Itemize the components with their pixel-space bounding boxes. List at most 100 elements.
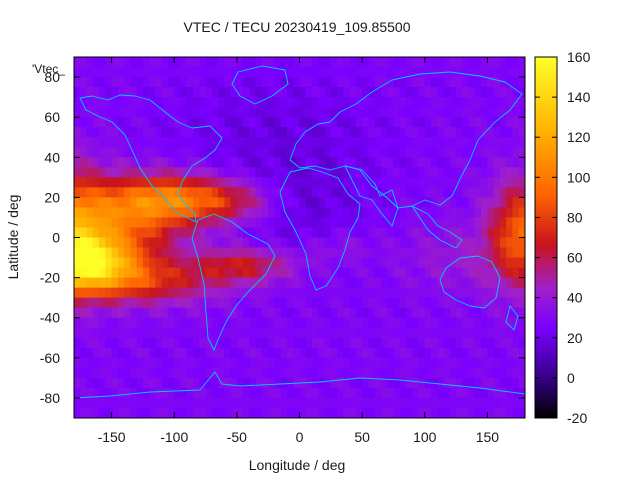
heatmap-cell <box>393 227 401 239</box>
heatmap-cell <box>199 407 207 418</box>
heatmap-cell <box>449 367 457 379</box>
heatmap-cell <box>105 367 113 379</box>
heatmap-cell <box>167 137 175 148</box>
heatmap-cell <box>456 87 463 98</box>
heatmap-cell <box>337 337 344 349</box>
heatmap-cell <box>117 367 125 379</box>
heatmap-cell <box>186 347 194 359</box>
heatmap-cell <box>218 217 225 229</box>
heatmap-cell <box>211 107 219 118</box>
heatmap-cell <box>493 297 501 309</box>
heatmap-cell <box>312 297 319 309</box>
heatmap-cell <box>387 127 395 138</box>
heatmap-cell <box>230 127 238 138</box>
heatmap-cell <box>330 87 338 98</box>
heatmap-cell <box>468 397 476 409</box>
heatmap-cell <box>224 87 232 98</box>
heatmap-cell <box>443 307 451 319</box>
heatmap-cell <box>362 127 369 138</box>
heatmap-cell <box>318 177 326 188</box>
heatmap-cell <box>255 367 263 379</box>
heatmap-cell <box>136 307 144 319</box>
heatmap-cell <box>349 397 357 409</box>
heatmap-cell <box>487 137 495 148</box>
heatmap-cell <box>218 197 225 209</box>
heatmap-cell <box>424 127 432 138</box>
heatmap-cell <box>236 97 244 108</box>
heatmap-cell <box>481 217 489 229</box>
heatmap-cell <box>99 297 106 309</box>
heatmap-cell <box>280 307 288 319</box>
heatmap-cell <box>99 237 106 249</box>
heatmap-cell <box>368 387 376 399</box>
heatmap-cell <box>280 237 288 249</box>
heatmap-cell <box>211 347 219 359</box>
heatmap-cell <box>487 87 495 98</box>
heatmap-cell <box>305 287 313 299</box>
heatmap-cell <box>368 127 376 138</box>
heatmap-cell <box>299 227 307 239</box>
heatmap-cell <box>449 347 457 359</box>
heatmap-cell <box>474 347 482 359</box>
heatmap-cell <box>205 237 213 249</box>
heatmap-cell <box>312 227 319 239</box>
heatmap-cell <box>518 177 525 188</box>
heatmap-cell <box>99 217 106 229</box>
heatmap-cell <box>186 317 194 329</box>
heatmap-cell <box>305 337 313 349</box>
heatmap-cell <box>92 207 100 219</box>
heatmap-cell <box>130 327 138 339</box>
heatmap-cell <box>324 227 332 239</box>
heatmap-cell <box>268 177 276 188</box>
heatmap-cell <box>199 327 207 339</box>
heatmap-cell <box>437 107 445 118</box>
heatmap-cell <box>130 57 138 68</box>
heatmap-cell <box>243 217 250 229</box>
heatmap-cell <box>74 287 81 299</box>
heatmap-cell <box>399 307 407 319</box>
heatmap-cell <box>362 317 369 329</box>
heatmap-cell <box>305 97 313 108</box>
heatmap-cell <box>167 327 175 339</box>
heatmap-cell <box>268 167 276 178</box>
heatmap-cell <box>261 167 269 178</box>
heatmap-cell <box>274 207 282 219</box>
heatmap-cell <box>412 67 420 78</box>
heatmap-cell <box>499 367 507 379</box>
heatmap-cell <box>155 317 163 329</box>
heatmap-cell <box>142 397 150 409</box>
heatmap-cell <box>92 117 100 128</box>
heatmap-cell <box>499 347 507 359</box>
heatmap-cell <box>205 57 213 68</box>
heatmap-cell <box>280 387 288 399</box>
heatmap-cell <box>199 277 207 289</box>
heatmap-cell <box>142 57 150 68</box>
heatmap-cell <box>293 317 301 329</box>
colorbar-tick-label: 0 <box>567 370 575 386</box>
heatmap-cell <box>180 267 188 279</box>
heatmap-cell <box>468 117 476 128</box>
heatmap-cell <box>105 227 113 239</box>
heatmap-cell <box>236 227 244 239</box>
heatmap-cell <box>349 207 357 219</box>
heatmap-cell <box>324 177 332 188</box>
heatmap-cell <box>249 127 257 138</box>
heatmap-cell <box>274 287 282 299</box>
heatmap-cell <box>236 87 244 98</box>
heatmap-cell <box>343 387 351 399</box>
heatmap-cell <box>186 367 194 379</box>
heatmap-cell <box>374 177 382 188</box>
heatmap-cell <box>374 67 382 78</box>
heatmap-cell <box>368 67 376 78</box>
heatmap-cell <box>424 357 432 369</box>
heatmap-cell <box>117 267 125 279</box>
colorbar-tick-label: 80 <box>567 209 583 225</box>
heatmap-cell <box>161 357 169 369</box>
heatmap-cell <box>230 57 238 68</box>
heatmap-cell <box>274 57 282 68</box>
heatmap-cell <box>449 357 457 369</box>
heatmap-cell <box>368 297 376 309</box>
heatmap-cell <box>124 97 131 108</box>
heatmap-cell <box>343 77 351 88</box>
heatmap-cell <box>230 297 238 309</box>
